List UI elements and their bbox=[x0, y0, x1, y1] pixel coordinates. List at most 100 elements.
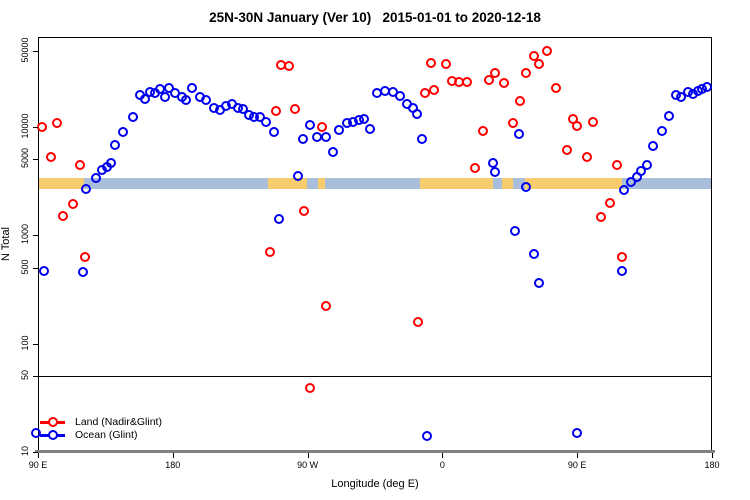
data-point-land bbox=[265, 247, 275, 257]
data-point-land bbox=[534, 58, 544, 69]
data-point-ocean bbox=[38, 265, 49, 276]
data-point-ocean bbox=[201, 95, 212, 106]
data-point-ocean bbox=[514, 128, 525, 139]
band-segment-ocean bbox=[306, 177, 319, 189]
y-tick-label: 50000 bbox=[20, 37, 30, 63]
data-point-ocean bbox=[663, 110, 674, 121]
x-tick-label: 180 bbox=[704, 460, 720, 470]
data-point-ocean bbox=[510, 225, 521, 236]
data-point-land bbox=[46, 152, 57, 163]
data-point-ocean bbox=[105, 157, 116, 168]
y-tick bbox=[33, 267, 38, 269]
data-point-ocean bbox=[328, 147, 339, 157]
band-segment-ocean bbox=[493, 177, 503, 189]
data-point-ocean bbox=[269, 126, 280, 137]
band-segment-land bbox=[318, 177, 325, 189]
y-tick bbox=[33, 343, 38, 345]
x-tick-label: 90 E bbox=[567, 460, 587, 470]
y-axis-title: N Total bbox=[0, 226, 12, 262]
data-point-land bbox=[514, 95, 525, 106]
y-tick bbox=[33, 50, 38, 52]
data-point-land bbox=[498, 77, 509, 88]
data-point-ocean bbox=[488, 157, 499, 168]
data-point-land bbox=[470, 162, 481, 173]
band-segment-land bbox=[38, 177, 85, 189]
x-tick-label: 0 bbox=[439, 460, 445, 470]
legend-land-marker-icon bbox=[48, 417, 58, 427]
data-point-land bbox=[74, 159, 85, 170]
data-point-ocean bbox=[297, 133, 308, 144]
data-point-ocean bbox=[118, 126, 129, 137]
data-point-land bbox=[612, 159, 623, 170]
legend-land-label: Land (Nadir&Glint) bbox=[75, 416, 162, 428]
data-point-ocean bbox=[321, 132, 332, 142]
data-point-ocean bbox=[641, 159, 652, 170]
y-tick bbox=[33, 376, 38, 378]
data-point-ocean bbox=[675, 92, 686, 102]
x-tick bbox=[38, 453, 39, 458]
data-point-ocean bbox=[80, 184, 91, 195]
chart-title: 25N-30N January (Ver 10) 2015-01-01 to 2… bbox=[209, 10, 541, 25]
data-point-land bbox=[270, 105, 281, 116]
data-point-ocean bbox=[701, 81, 712, 92]
y-tick bbox=[33, 159, 38, 161]
data-point-land bbox=[37, 121, 48, 132]
data-point-ocean bbox=[395, 91, 405, 102]
data-point-ocean bbox=[412, 109, 423, 120]
data-point-ocean bbox=[304, 120, 315, 131]
data-point-ocean bbox=[273, 214, 284, 225]
data-point-land bbox=[562, 145, 572, 156]
data-point-ocean bbox=[529, 249, 540, 259]
data-point-ocean bbox=[293, 170, 303, 181]
data-point-ocean bbox=[186, 83, 197, 94]
x-tick-label: 90 E bbox=[28, 460, 48, 470]
x-tick bbox=[442, 453, 444, 458]
x-tick-label: 90 W bbox=[297, 460, 319, 470]
data-point-ocean bbox=[417, 133, 428, 144]
data-point-ocean bbox=[180, 95, 191, 106]
x-tick-label: 180 bbox=[165, 460, 181, 470]
band-segment-land bbox=[502, 177, 513, 189]
data-point-ocean bbox=[647, 141, 658, 151]
data-point-land bbox=[483, 75, 494, 86]
data-point-land bbox=[551, 83, 562, 94]
x-tick bbox=[307, 453, 309, 458]
data-point-land bbox=[58, 210, 68, 221]
band-segment-land bbox=[267, 177, 307, 189]
x-tick bbox=[712, 453, 713, 458]
data-point-land bbox=[426, 57, 437, 68]
data-point-ocean bbox=[520, 181, 531, 192]
band-segment-land bbox=[419, 177, 494, 189]
band-segment-ocean bbox=[84, 177, 268, 189]
x-axis-title: Longitude (deg E) bbox=[331, 478, 419, 490]
y-tick-label: 100 bbox=[20, 334, 30, 351]
data-point-ocean bbox=[422, 431, 433, 442]
data-point-ocean bbox=[31, 427, 42, 438]
data-point-land bbox=[489, 68, 500, 79]
data-point-ocean bbox=[625, 176, 636, 187]
data-point-land bbox=[616, 251, 627, 262]
data-point-land bbox=[68, 199, 79, 210]
data-point-ocean bbox=[619, 184, 630, 195]
data-point-ocean bbox=[656, 125, 667, 136]
data-point-ocean bbox=[90, 173, 101, 184]
data-point-land bbox=[412, 316, 423, 327]
data-point-land bbox=[477, 125, 488, 136]
data-point-land bbox=[429, 84, 439, 95]
data-point-land bbox=[290, 103, 301, 114]
data-point-land bbox=[321, 300, 332, 311]
y-tick-label: 1000 bbox=[20, 223, 30, 245]
band-segment-land bbox=[524, 177, 623, 189]
data-point-ocean bbox=[127, 112, 138, 123]
y-tick bbox=[33, 452, 38, 453]
x-axis-thick-line bbox=[35, 450, 715, 453]
data-point-land bbox=[605, 198, 615, 209]
band-segment-ocean bbox=[512, 177, 525, 189]
data-point-land bbox=[572, 121, 583, 132]
data-point-land bbox=[588, 117, 599, 127]
band-segment-ocean bbox=[324, 177, 420, 189]
data-point-land bbox=[542, 46, 553, 57]
data-point-land bbox=[52, 117, 63, 128]
data-point-land bbox=[461, 77, 472, 88]
data-point-ocean bbox=[77, 267, 88, 277]
